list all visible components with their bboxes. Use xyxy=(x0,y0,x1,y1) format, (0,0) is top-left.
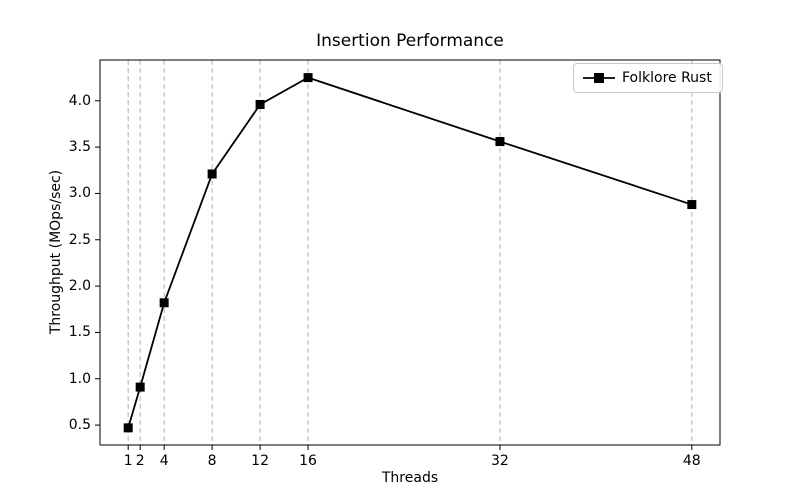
data-point-marker xyxy=(495,137,505,147)
y-tick-label: 1.5 xyxy=(68,324,91,341)
y-tick-label: 1.0 xyxy=(68,370,91,387)
data-point-marker xyxy=(255,99,265,109)
x-tick-label: 2 xyxy=(135,453,145,469)
x-tick-label: 8 xyxy=(207,453,217,469)
data-point-marker xyxy=(123,423,133,433)
legend-line-marker-icon xyxy=(583,73,615,83)
chart-title: Insertion Performance xyxy=(316,31,504,51)
legend: Folklore Rust xyxy=(573,63,723,93)
y-tick-label: 3.5 xyxy=(68,139,91,156)
data-point-marker xyxy=(159,298,169,308)
data-point-marker xyxy=(303,73,313,83)
plot-border xyxy=(99,59,721,446)
y-tick-label: 2.0 xyxy=(68,278,91,295)
y-tick-label: 3.0 xyxy=(68,185,91,202)
x-tick-label: 32 xyxy=(491,453,509,469)
x-tick-label: 4 xyxy=(159,453,169,469)
x-tick-label: 1 xyxy=(123,453,133,469)
data-point-marker xyxy=(135,382,145,392)
data-point-marker xyxy=(687,200,697,210)
data-line xyxy=(127,76,693,429)
x-tick-label: 12 xyxy=(251,453,270,469)
data-point-marker xyxy=(207,169,217,179)
y-tick-label: 2.5 xyxy=(68,231,91,248)
x-axis-label: Threads xyxy=(381,470,439,486)
legend-label: Folklore Rust xyxy=(622,70,712,86)
x-tick-label: 48 xyxy=(682,453,701,469)
x-tick-label: 16 xyxy=(299,453,317,469)
y-tick-label: 0.5 xyxy=(68,417,91,434)
y-tick-label: 4.0 xyxy=(68,92,91,109)
